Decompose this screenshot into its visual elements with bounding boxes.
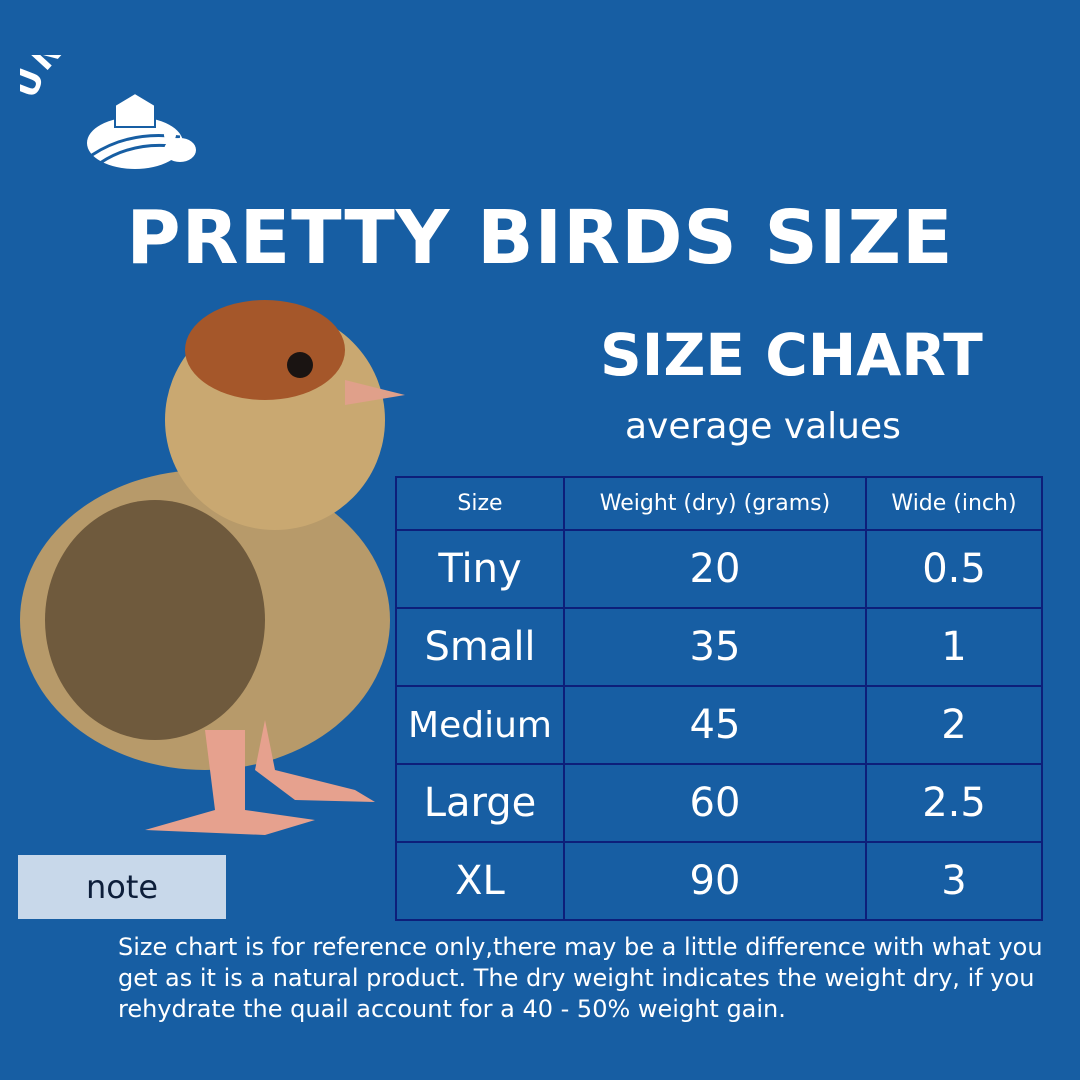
size-cell: Large <box>395 763 565 843</box>
wide-cell: 2.5 <box>865 763 1043 843</box>
header-wide: Wide (inch) <box>865 476 1043 531</box>
table-row: Small 35 1 <box>395 607 1043 687</box>
note-label: note <box>18 855 226 919</box>
weight-cell: 60 <box>563 763 867 843</box>
size-cell: Medium <box>395 685 565 765</box>
wide-cell: 1 <box>865 607 1043 687</box>
wide-cell: 3 <box>865 841 1043 921</box>
undique-logo: UNDIQUE <box>20 55 203 169</box>
svg-text:UNDIQUE: UNDIQUE <box>20 55 203 103</box>
weight-cell: 35 <box>563 607 867 687</box>
disclaimer-text: Size chart is for reference only,there m… <box>118 933 1043 1023</box>
wide-cell: 0.5 <box>865 529 1043 609</box>
quail-chick-image <box>20 300 405 835</box>
size-chart-table: Size Weight (dry) (grams) Wide (inch) Ti… <box>395 476 1043 921</box>
page-title: PRETTY BIRDS SIZE <box>126 195 954 281</box>
table-header-row: Size Weight (dry) (grams) Wide (inch) <box>395 476 1043 531</box>
table-row: Medium 45 2 <box>395 685 1043 765</box>
wide-cell: 2 <box>865 685 1043 765</box>
size-cell: Tiny <box>395 529 565 609</box>
table-row: Tiny 20 0.5 <box>395 529 1043 609</box>
table-row: XL 90 3 <box>395 841 1043 921</box>
table-row: Large 60 2.5 <box>395 763 1043 843</box>
weight-cell: 90 <box>563 841 867 921</box>
header-weight: Weight (dry) (grams) <box>563 476 867 531</box>
weight-cell: 45 <box>563 685 867 765</box>
average-values-caption: average values <box>625 406 901 447</box>
weight-cell: 20 <box>563 529 867 609</box>
size-cell: Small <box>395 607 565 687</box>
size-chart-heading: SIZE CHART <box>600 321 983 389</box>
size-cell: XL <box>395 841 565 921</box>
header-size: Size <box>395 476 565 531</box>
